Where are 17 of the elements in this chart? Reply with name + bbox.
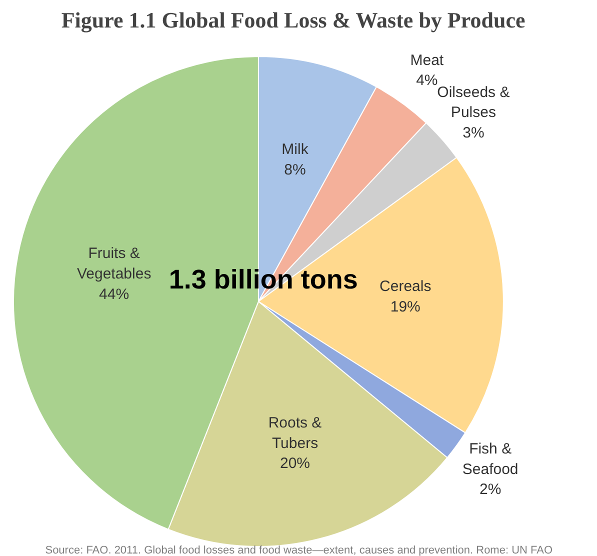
slice-label: Oilseeds & Pulses [437,84,510,122]
slice-label: Cereals [380,278,432,296]
slice-label: Fruits & Vegetables [76,245,152,283]
data-label: 20% [280,455,310,472]
data-label: 4% [416,72,438,90]
data-label: 19% [390,298,420,316]
data-label: 2% [479,481,502,498]
chart-title: Figure 1.1 Global Food Loss & Waste by Produce [61,8,526,32]
slice-label: Meat [410,52,444,69]
slice-label: Roots & Tubers [268,414,322,452]
slice-label: Milk [282,141,309,158]
source-note: Source: FAO. 2011. Global food losses and food waste—extent, causes and prevention. Rome: UN FAO [45,544,553,556]
text: 1.3 billion tons [168,264,358,295]
data-label: 44% [99,286,130,303]
data-label: 3% [462,124,484,142]
slice-label: Fish & Seafood [462,440,518,478]
data-label: 8% [284,161,306,178]
